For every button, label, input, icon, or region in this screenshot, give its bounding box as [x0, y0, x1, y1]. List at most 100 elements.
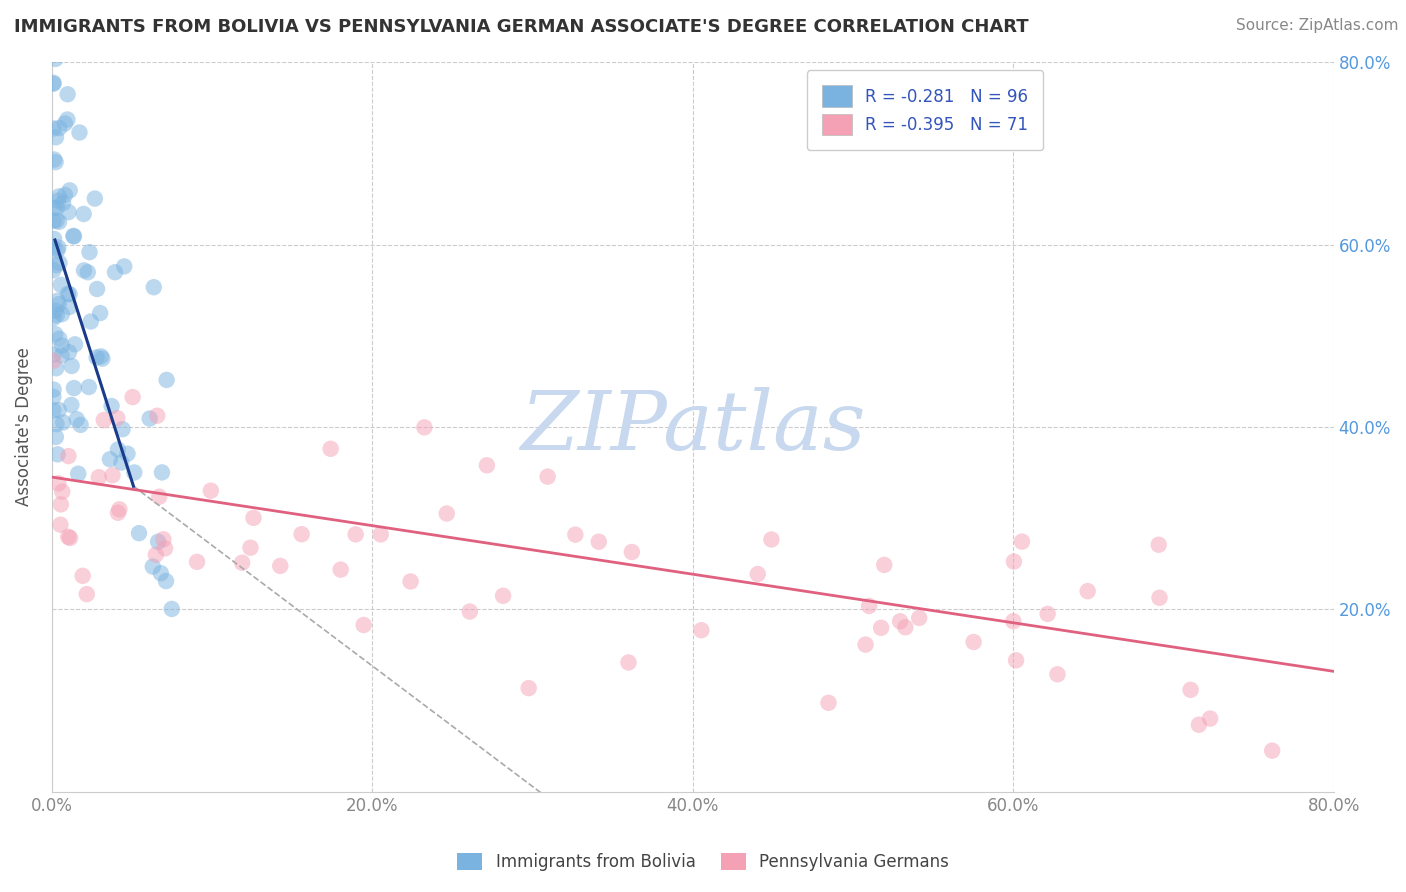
Point	[63, 229, 86, 244]
Point	[564, 527, 586, 541]
Point	[329, 563, 352, 577]
Point	[353, 618, 375, 632]
Point	[45, 258, 67, 272]
Point	[492, 589, 515, 603]
Point	[42, 263, 65, 277]
Point	[107, 506, 129, 520]
Point	[160, 602, 183, 616]
Point	[48, 297, 70, 311]
Point	[56, 286, 79, 301]
Point	[111, 422, 134, 436]
Point	[186, 555, 208, 569]
Point	[242, 511, 264, 525]
Point	[475, 458, 498, 473]
Point	[1261, 744, 1284, 758]
Point	[858, 599, 880, 613]
Point	[93, 413, 115, 427]
Point	[46, 447, 69, 461]
Point	[42, 353, 65, 368]
Point	[76, 265, 98, 279]
Point	[399, 574, 422, 589]
Point	[86, 351, 108, 365]
Point	[617, 656, 640, 670]
Point	[53, 116, 76, 130]
Point	[44, 327, 66, 342]
Point	[146, 534, 169, 549]
Point	[112, 260, 135, 274]
Point	[148, 490, 170, 504]
Point	[46, 194, 69, 208]
Point	[49, 517, 72, 532]
Point	[83, 192, 105, 206]
Point	[42, 311, 65, 326]
Point	[56, 87, 79, 102]
Point	[45, 430, 67, 444]
Point	[62, 228, 84, 243]
Point	[58, 287, 80, 301]
Point	[42, 38, 65, 53]
Point	[44, 52, 66, 66]
Point	[49, 497, 72, 511]
Point	[48, 189, 70, 203]
Point	[108, 502, 131, 516]
Point	[48, 215, 70, 229]
Point	[58, 449, 80, 463]
Point	[59, 531, 82, 545]
Point	[87, 470, 110, 484]
Point	[817, 696, 839, 710]
Point	[870, 621, 893, 635]
Point	[58, 530, 80, 544]
Point	[156, 373, 179, 387]
Point	[45, 417, 67, 432]
Point	[48, 476, 70, 491]
Point	[124, 466, 146, 480]
Point	[58, 205, 80, 219]
Point	[1002, 614, 1025, 628]
Point	[150, 466, 173, 480]
Point	[588, 534, 610, 549]
Point	[56, 112, 79, 127]
Point	[42, 77, 65, 91]
Point	[69, 417, 91, 432]
Point	[149, 566, 172, 581]
Point	[152, 533, 174, 547]
Point	[1077, 584, 1099, 599]
Point	[155, 574, 177, 588]
Point	[60, 398, 83, 412]
Point	[76, 587, 98, 601]
Point	[52, 196, 75, 211]
Point	[42, 76, 65, 90]
Point	[45, 155, 67, 169]
Point	[66, 412, 89, 426]
Y-axis label: Associate's Degree: Associate's Degree	[15, 348, 32, 507]
Point	[1199, 712, 1222, 726]
Point	[1180, 682, 1202, 697]
Point	[63, 337, 86, 351]
Point	[48, 332, 70, 346]
Point	[1188, 717, 1211, 731]
Point	[231, 556, 253, 570]
Point	[42, 347, 65, 361]
Point	[1002, 555, 1025, 569]
Point	[72, 569, 94, 583]
Point	[80, 314, 103, 328]
Point	[49, 277, 72, 292]
Point	[291, 527, 314, 541]
Point	[42, 214, 65, 228]
Point	[42, 241, 65, 255]
Point	[100, 399, 122, 413]
Point	[344, 527, 367, 541]
Point	[45, 361, 67, 376]
Point	[42, 390, 65, 404]
Point	[138, 411, 160, 425]
Point	[51, 484, 73, 499]
Point	[89, 306, 111, 320]
Point	[239, 541, 262, 555]
Point	[1147, 538, 1170, 552]
Point	[45, 213, 67, 227]
Point	[53, 188, 76, 202]
Point	[98, 452, 121, 467]
Point	[45, 303, 67, 318]
Point	[536, 469, 558, 483]
Text: Source: ZipAtlas.com: Source: ZipAtlas.com	[1236, 18, 1399, 33]
